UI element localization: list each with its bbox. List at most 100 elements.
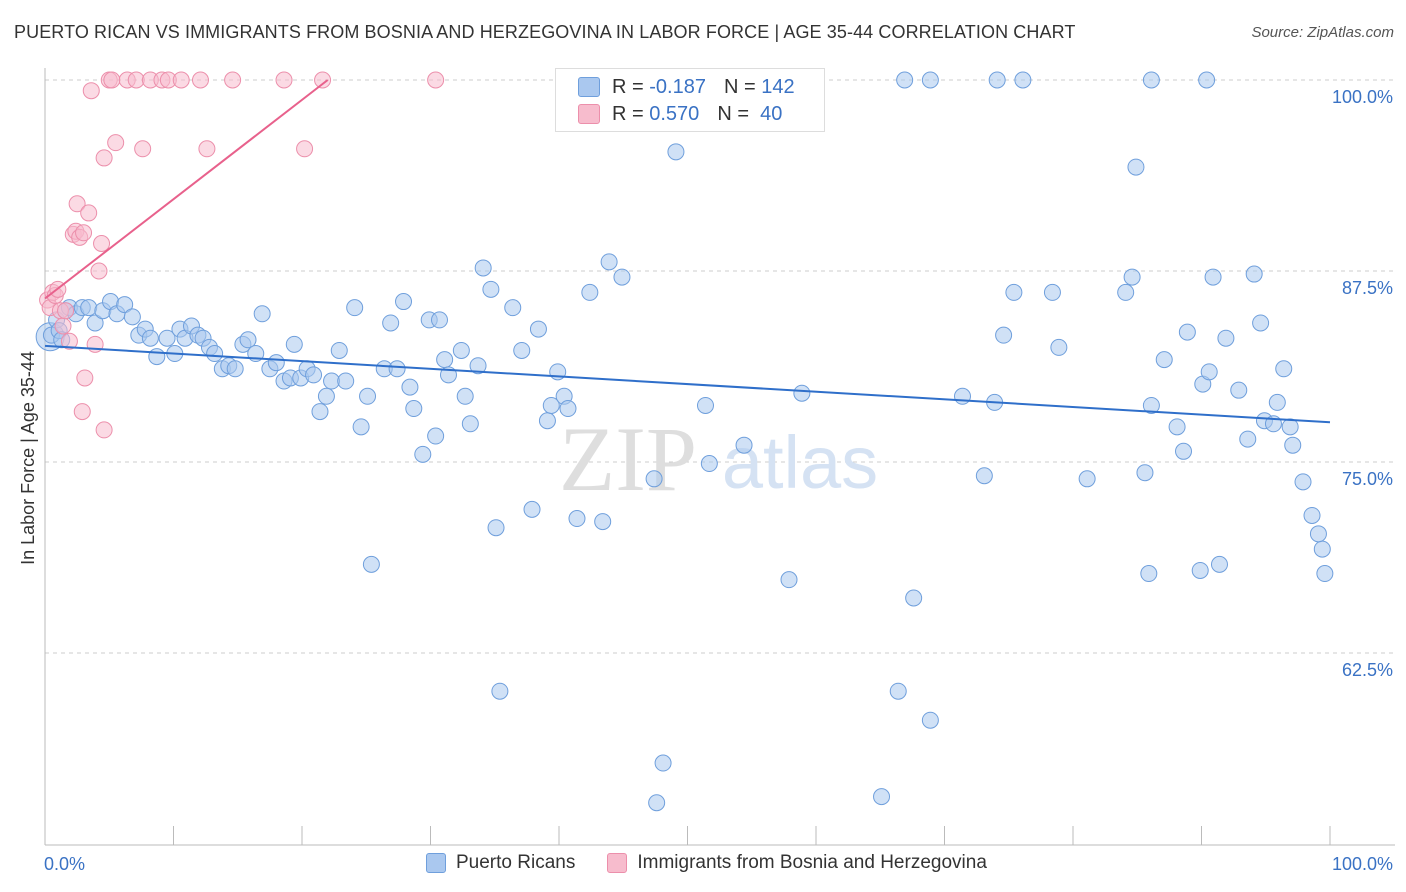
series-points xyxy=(35,71,1334,812)
series-legend: Puerto Ricans Immigrants from Bosnia and… xyxy=(426,852,1019,874)
puerto-rican-point xyxy=(1294,473,1312,491)
puerto-rican-point xyxy=(80,299,98,317)
bosnia-point xyxy=(68,195,86,213)
puerto-rican-point xyxy=(645,470,663,488)
bosnia-point xyxy=(314,71,332,89)
bosnia-point xyxy=(103,71,121,89)
puerto-rican-point xyxy=(359,387,377,405)
n-value: 40 xyxy=(760,102,783,125)
puerto-rican-point xyxy=(1014,71,1032,89)
puerto-rican-point xyxy=(1200,363,1218,381)
legend-item-bosnia: Immigrants from Bosnia and Herzegovina xyxy=(607,852,987,874)
puerto-rican-point xyxy=(388,360,406,378)
puerto-rican-point xyxy=(141,329,159,347)
puerto-rican-point xyxy=(1136,464,1154,482)
puerto-rican-trend-line xyxy=(44,344,1331,424)
puerto-rican-point xyxy=(461,415,479,433)
bosnia-point xyxy=(427,71,445,89)
puerto-rican-point xyxy=(594,513,612,531)
puerto-rican-point xyxy=(648,794,666,812)
puerto-rican-point xyxy=(896,71,914,89)
swatch-pink xyxy=(578,104,600,124)
puerto-rican-point xyxy=(1217,329,1235,347)
puerto-rican-point xyxy=(975,467,993,485)
puerto-rican-point xyxy=(158,329,176,347)
bosnia-point xyxy=(60,332,78,350)
puerto-rican-point xyxy=(921,711,939,729)
stats-row-puerto-ricans: R = -0.187 N = 142 xyxy=(578,73,795,101)
puerto-rican-point xyxy=(253,305,271,323)
puerto-rican-point xyxy=(436,351,454,369)
puerto-rican-point xyxy=(1191,561,1209,579)
puerto-rican-point xyxy=(1275,360,1293,378)
puerto-rican-point xyxy=(921,71,939,89)
puerto-rican-point xyxy=(452,341,470,359)
puerto-rican-point xyxy=(600,253,618,271)
bosnia-point xyxy=(57,302,75,320)
y-tick-labels: 62.5% 75.0% 87.5% 100.0% xyxy=(1332,87,1393,680)
watermark-atlas: atlas xyxy=(722,421,878,504)
puerto-rican-point xyxy=(1078,470,1096,488)
bosnia-point xyxy=(198,140,216,158)
puerto-rican-point xyxy=(456,387,474,405)
axes xyxy=(44,68,1395,846)
puerto-rican-point xyxy=(469,357,487,375)
bosnia-point xyxy=(127,71,145,89)
puerto-rican-point xyxy=(1142,396,1160,414)
n-label: N = xyxy=(723,75,756,98)
bosnia-point xyxy=(191,71,209,89)
y-tick-label: 62.5% xyxy=(1342,660,1393,680)
bosnia-point xyxy=(134,140,152,158)
puerto-rican-point xyxy=(1198,71,1216,89)
puerto-rican-point xyxy=(542,396,560,414)
puerto-rican-point xyxy=(285,335,303,353)
puerto-rican-point xyxy=(905,589,923,607)
bosnia-point xyxy=(90,262,108,280)
puerto-rican-point xyxy=(414,445,432,463)
puerto-rican-point xyxy=(780,571,798,589)
puerto-rican-point xyxy=(401,378,419,396)
puerto-rican-point xyxy=(523,500,541,518)
puerto-rican-point xyxy=(491,682,509,700)
puerto-rican-point xyxy=(700,455,718,473)
bosnia-point xyxy=(275,71,293,89)
puerto-rican-point xyxy=(382,314,400,332)
puerto-rican-point xyxy=(1245,265,1263,283)
puerto-rican-point xyxy=(116,296,134,314)
puerto-rican-point xyxy=(1204,268,1222,286)
r-value: 0.570 xyxy=(649,102,700,125)
x-tick-labels: 0.0% 100.0% xyxy=(44,854,1393,874)
x-tick-label: 100.0% xyxy=(1332,854,1393,874)
puerto-rican-point xyxy=(346,299,364,317)
puerto-rican-point xyxy=(405,400,423,418)
puerto-rican-point xyxy=(1281,418,1299,436)
n-label: N = xyxy=(717,102,749,125)
puerto-rican-point xyxy=(352,418,370,436)
puerto-rican-point xyxy=(1316,565,1334,583)
puerto-rican-point xyxy=(1252,314,1270,332)
bosnia-point xyxy=(80,204,98,222)
puerto-rican-point xyxy=(305,366,323,384)
puerto-rican-point xyxy=(1142,71,1160,89)
y-tick-label: 75.0% xyxy=(1342,469,1393,489)
puerto-rican-point xyxy=(1303,506,1321,524)
puerto-rican-point xyxy=(362,555,380,573)
puerto-rican-point xyxy=(123,308,141,326)
y-axis-label: In Labor Force | Age 35-44 xyxy=(18,351,38,565)
puerto-rican-point xyxy=(873,788,891,806)
y-tick-label: 87.5% xyxy=(1342,278,1393,298)
puerto-rican-point xyxy=(330,341,348,359)
puerto-rican-point xyxy=(317,387,335,405)
trend-lines xyxy=(44,79,1331,424)
puerto-rican-point xyxy=(953,387,971,405)
puerto-rican-point xyxy=(1005,283,1023,301)
puerto-rican-point xyxy=(474,259,492,277)
bosnia-point xyxy=(82,82,100,100)
puerto-rican-point xyxy=(995,326,1013,344)
bosnia-point xyxy=(296,140,314,158)
puerto-rican-point xyxy=(559,400,577,418)
bosnia-point xyxy=(93,234,111,252)
puerto-rican-point xyxy=(1050,338,1068,356)
bosnia-point xyxy=(54,317,72,335)
